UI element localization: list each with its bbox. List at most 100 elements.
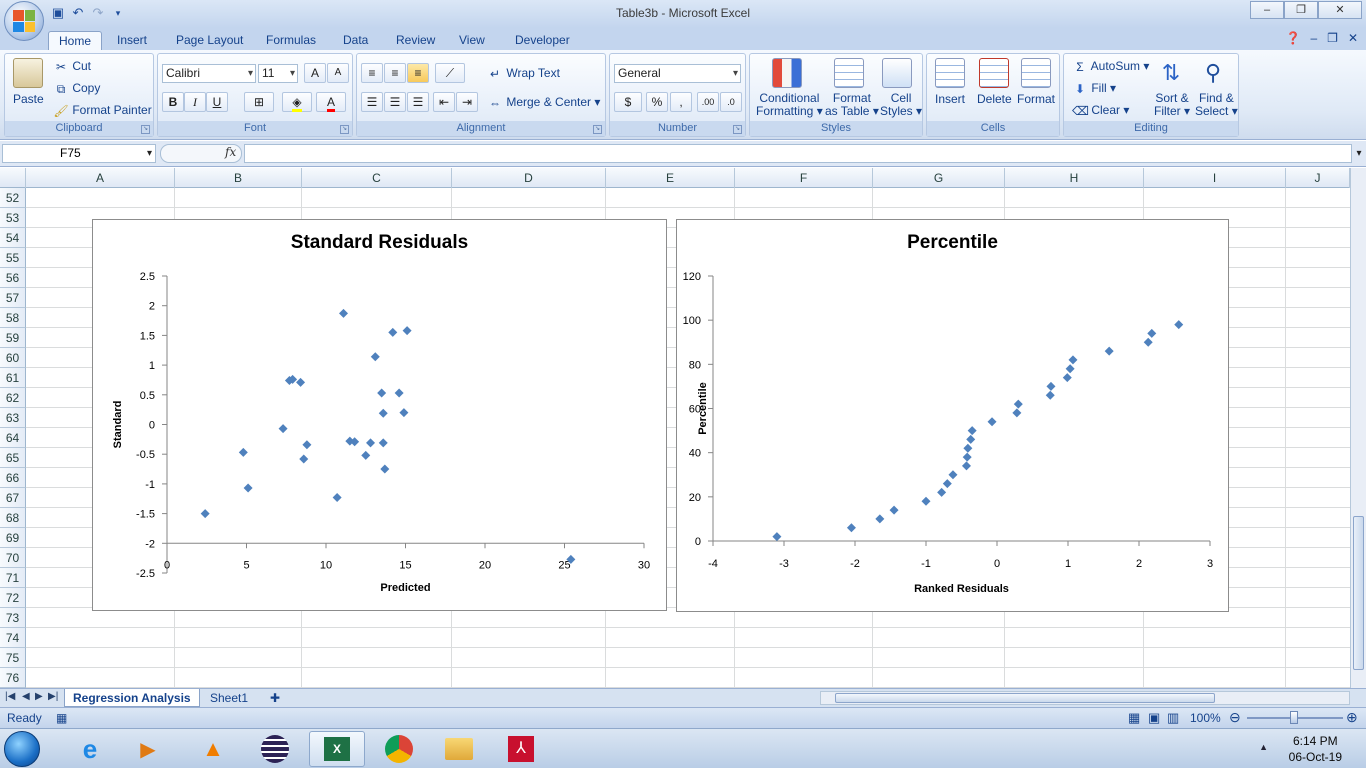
next-sheet-icon[interactable]: ▶ [35, 691, 43, 702]
select-all-corner[interactable] [0, 168, 26, 188]
row-header[interactable]: 68 [0, 508, 26, 528]
format-cells-button[interactable]: Format [1017, 92, 1056, 106]
font-color-button[interactable]: A [316, 92, 346, 112]
row-header[interactable]: 65 [0, 448, 26, 468]
zoom-level[interactable]: 100% [1190, 711, 1221, 725]
ribbon-minimize-icon[interactable]: – [1310, 31, 1318, 45]
decrease-indent-button[interactable]: ⇤ [433, 92, 455, 112]
row-header[interactable]: 64 [0, 428, 26, 448]
tab-formulas[interactable]: Formulas [266, 33, 317, 47]
redo-icon[interactable]: ↷ [92, 5, 104, 20]
number-launcher-icon[interactable]: ↘ [733, 125, 742, 134]
insert-cells-button[interactable]: Insert [935, 92, 966, 106]
column-header[interactable]: I [1144, 168, 1286, 188]
clock[interactable]: 6:14 PM 06-Oct-19 [1289, 733, 1342, 765]
row-header[interactable]: 62 [0, 388, 26, 408]
row-header[interactable]: 59 [0, 328, 26, 348]
fill-button[interactable]: ⬇ Fill ▾ [1072, 81, 1116, 96]
vlc-icon[interactable]: ▲ [202, 736, 224, 761]
fill-color-button[interactable]: ◈ [282, 92, 312, 112]
sort-filter-button[interactable]: Sort & Filter ▾ [1154, 91, 1191, 118]
acrobat-icon[interactable]: ⅄ [493, 731, 549, 767]
tab-data[interactable]: Data [343, 33, 369, 47]
excel-taskbar-icon[interactable]: X [309, 731, 365, 767]
chrome-icon[interactable] [371, 731, 427, 767]
vertical-scrollbar[interactable] [1350, 168, 1366, 688]
ribbon-close-icon[interactable]: ✕ [1347, 31, 1358, 45]
increase-indent-button[interactable]: ⇥ [456, 92, 478, 112]
page-layout-view-icon[interactable]: ▣ [1148, 710, 1161, 725]
copy-button[interactable]: ⧉ Copy [53, 81, 101, 96]
column-header[interactable]: H [1005, 168, 1144, 188]
wrap-text-button[interactable]: ↵ Wrap Text [487, 66, 560, 81]
tray-arrow-icon[interactable]: ▲ [1259, 742, 1268, 752]
align-center-button[interactable]: ☰ [384, 92, 406, 112]
column-header[interactable]: A [26, 168, 175, 188]
horizontal-scroll-thumb[interactable] [835, 693, 1215, 703]
row-header[interactable]: 76 [0, 668, 26, 688]
eclipse-icon[interactable] [247, 731, 303, 767]
row-header[interactable]: 70 [0, 548, 26, 568]
borders-button[interactable]: ⊞ [244, 92, 274, 112]
formula-input[interactable] [244, 144, 1352, 163]
prev-sheet-icon[interactable]: ◀ [22, 691, 30, 702]
row-header[interactable]: 56 [0, 268, 26, 288]
conditional-formatting-button[interactable]: Conditional Formatting ▾ [756, 91, 823, 118]
align-right-button[interactable]: ☰ [407, 92, 429, 112]
font-name-combo[interactable]: Calibri [162, 64, 256, 83]
customize-qat-icon[interactable]: ▾ [115, 8, 121, 18]
row-header[interactable]: 74 [0, 628, 26, 648]
percent-button[interactable]: % [646, 92, 668, 112]
row-header[interactable]: 71 [0, 568, 26, 588]
ie-icon[interactable]: e [82, 733, 98, 764]
name-box[interactable]: F75 [2, 144, 156, 163]
vertical-scroll-thumb[interactable] [1353, 516, 1364, 670]
save-icon[interactable]: ▣ [51, 5, 65, 20]
increase-decimal-button[interactable]: .00 [697, 92, 719, 112]
zoom-out-icon[interactable]: ⊖ [1229, 709, 1241, 725]
close-button[interactable]: ✕ [1318, 1, 1362, 19]
row-header[interactable]: 52 [0, 188, 26, 208]
font-size-combo[interactable]: 11 [258, 64, 298, 83]
merge-center-button[interactable]: ⇔ Merge & Center ▾ [489, 95, 601, 110]
tab-view[interactable]: View [459, 33, 485, 47]
align-left-button[interactable]: ☰ [361, 92, 383, 112]
first-sheet-icon[interactable]: |◀ [5, 691, 16, 702]
column-header[interactable]: E [606, 168, 735, 188]
column-header[interactable]: F [735, 168, 873, 188]
undo-icon[interactable]: ↶ [72, 5, 84, 20]
ribbon-restore-icon[interactable]: ❐ [1327, 31, 1338, 45]
column-header[interactable]: J [1286, 168, 1350, 188]
number-format-combo[interactable]: General [614, 64, 741, 83]
format-painter-button[interactable]: 🖌 Format Painter [53, 103, 151, 118]
shrink-font-button[interactable]: A [327, 63, 349, 83]
row-header[interactable]: 57 [0, 288, 26, 308]
bold-button[interactable]: B [162, 92, 184, 112]
find-select-button[interactable]: Find & Select ▾ [1195, 91, 1238, 118]
font-launcher-icon[interactable]: ↘ [340, 125, 349, 134]
format-as-table-button[interactable]: Format as Table ▾ [825, 91, 879, 118]
comma-button[interactable]: , [670, 92, 692, 112]
column-header[interactable]: G [873, 168, 1005, 188]
zoom-in-icon[interactable]: ⊕ [1346, 709, 1358, 725]
decrease-decimal-button[interactable]: .0 [720, 92, 742, 112]
row-header[interactable]: 75 [0, 648, 26, 668]
macro-record-icon[interactable]: ▦ [56, 711, 68, 725]
sheet-tab-regression-analysis[interactable]: Regression Analysis [64, 689, 200, 707]
row-header[interactable]: 54 [0, 228, 26, 248]
delete-cells-button[interactable]: Delete [977, 92, 1012, 106]
start-button[interactable] [4, 731, 40, 767]
row-header[interactable]: 55 [0, 248, 26, 268]
row-header[interactable]: 60 [0, 348, 26, 368]
minimize-button[interactable]: – [1250, 1, 1284, 19]
clipboard-launcher-icon[interactable]: ↘ [141, 125, 150, 134]
tab-home[interactable]: Home [48, 31, 103, 50]
cell-styles-button[interactable]: Cell Styles ▾ [880, 91, 923, 118]
row-header[interactable]: 72 [0, 588, 26, 608]
row-header[interactable]: 58 [0, 308, 26, 328]
row-header[interactable]: 69 [0, 528, 26, 548]
underline-button[interactable]: U [206, 92, 228, 112]
row-header[interactable]: 67 [0, 488, 26, 508]
last-sheet-icon[interactable]: ▶| [48, 691, 59, 702]
row-header[interactable]: 53 [0, 208, 26, 228]
